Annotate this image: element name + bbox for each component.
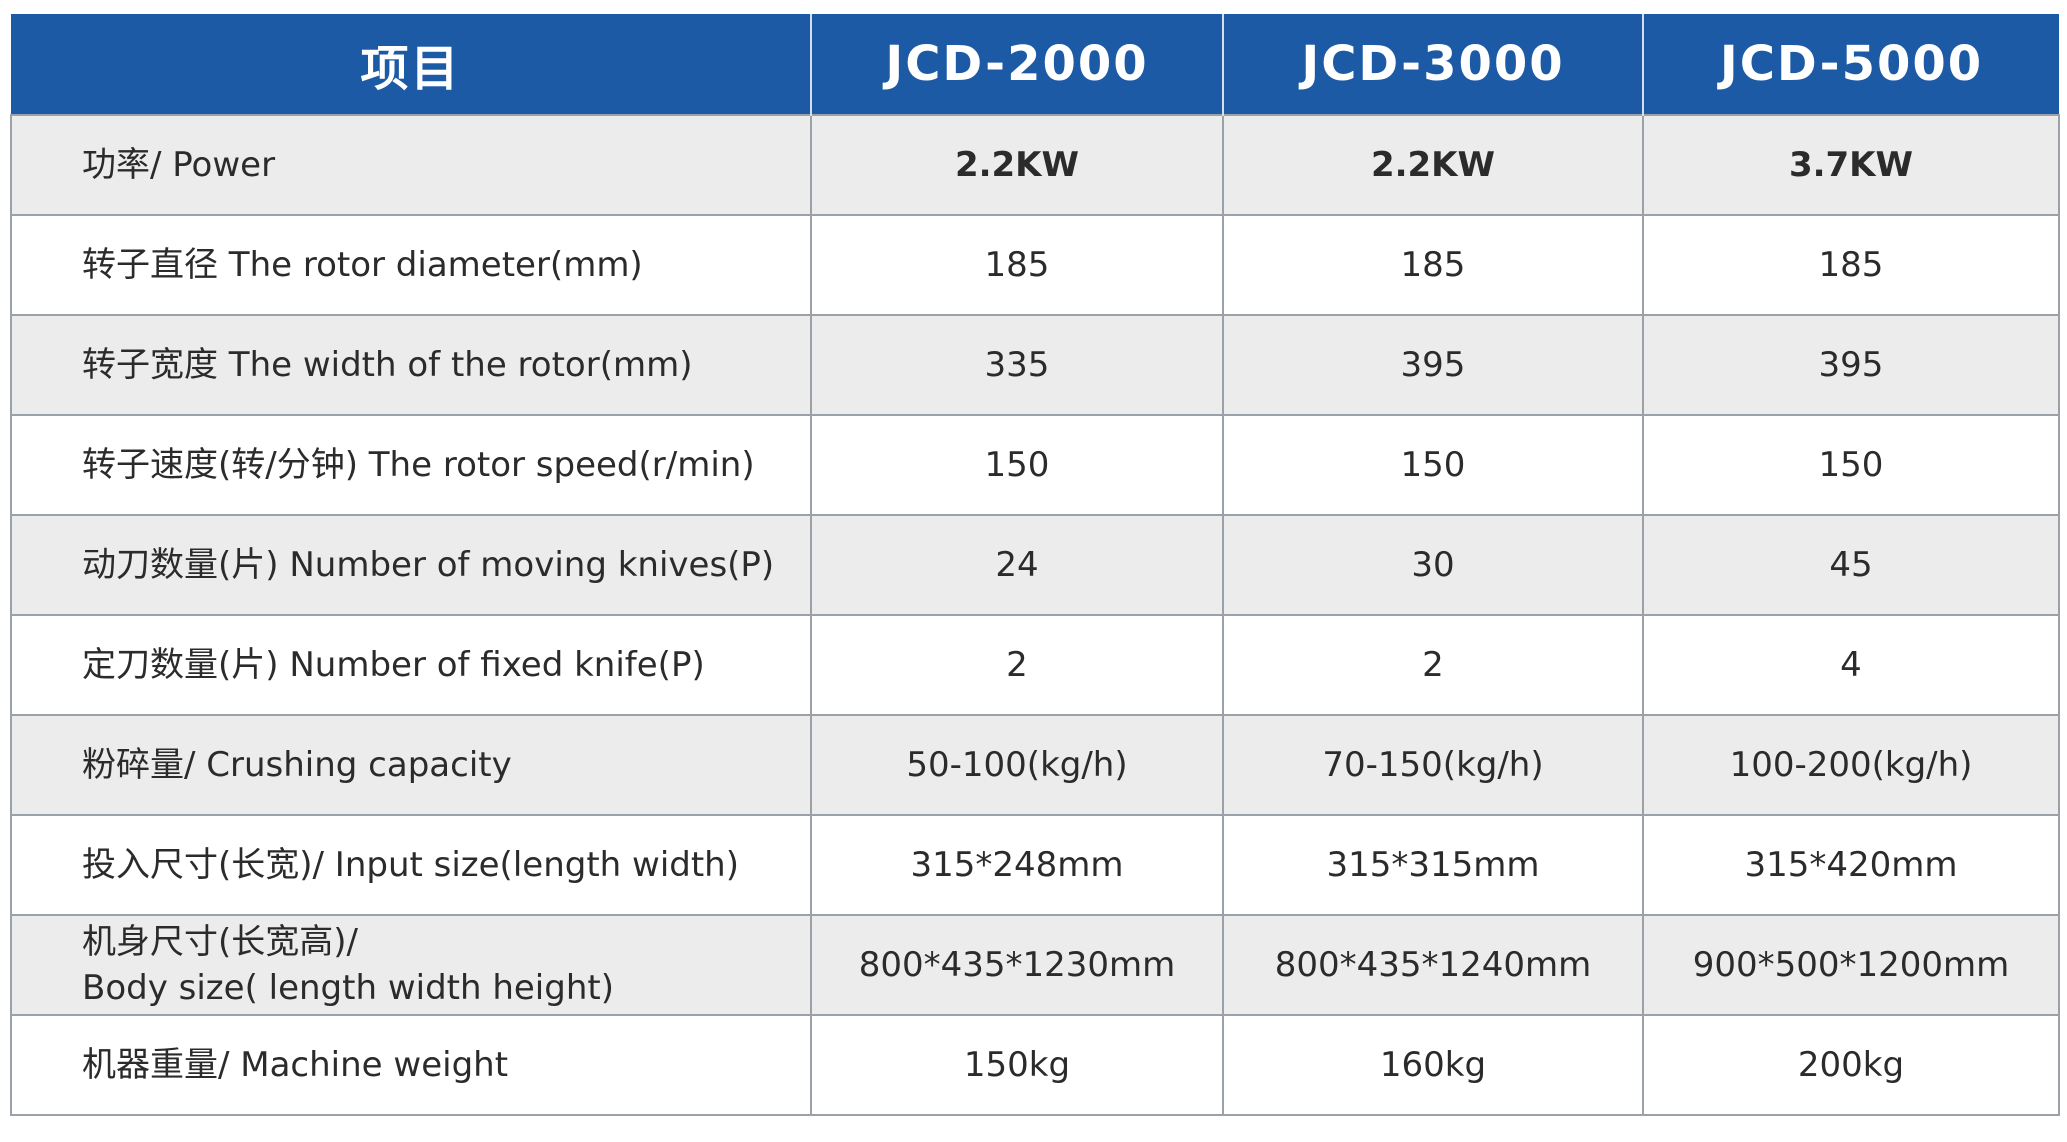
spec-value-cell: 30	[1222, 514, 1644, 616]
spec-value-cell: 335	[810, 314, 1224, 416]
spec-value-cell: 160kg	[1222, 1014, 1644, 1116]
spec-value-cell: 315*420mm	[1642, 814, 2060, 916]
spec-value-cell: 150	[1222, 414, 1644, 516]
table-row: 投入尺寸(长宽)/ Input size(length width) 315*24…	[10, 814, 2060, 916]
header-model-jcd2000: JCD-2000	[811, 14, 1224, 115]
header-item: 项目	[11, 14, 812, 115]
row-label: 粉碎量/ Crushing capacity	[82, 745, 512, 785]
header-model-jcd5000: JCD-5000	[1643, 14, 2059, 115]
table-row: 动刀数量(片) Number of moving knives(P) 24 30 45	[10, 514, 2060, 616]
spec-value-cell: 100-200(kg/h)	[1642, 714, 2060, 816]
row-label-cell: 转子直径 The rotor diameter(mm)	[10, 214, 812, 316]
row-label-cell: 机器重量/ Machine weight	[10, 1014, 812, 1116]
spec-value-cell: 3.7KW	[1642, 114, 2060, 216]
spec-value-cell: 185	[1642, 214, 2060, 316]
spec-value-cell: 2.2KW	[1222, 114, 1644, 216]
spec-value-cell: 2	[810, 614, 1224, 716]
spec-table: 项目 JCD-2000 JCD-3000 JCD-5000 功率/ Power 2…	[10, 14, 2060, 1116]
row-label: 投入尺寸(长宽)/ Input size(length width)	[82, 845, 739, 885]
spec-table-container: 项目 JCD-2000 JCD-3000 JCD-5000 功率/ Power 2…	[10, 14, 2060, 1116]
table-body: 功率/ Power 2.2KW 2.2KW 3.7KW 转子直径 The rotor d…	[10, 114, 2060, 1116]
row-label: 机器重量/ Machine weight	[82, 1045, 509, 1085]
spec-value-cell: 4	[1642, 614, 2060, 716]
table-row: 机身尺寸(长宽高)/ Body size( length width height…	[10, 914, 2060, 1016]
spec-value-cell: 150	[810, 414, 1224, 516]
row-label-cell: 动刀数量(片) Number of moving knives(P)	[10, 514, 812, 616]
spec-value-cell: 2	[1222, 614, 1644, 716]
spec-value-cell: 395	[1642, 314, 2060, 416]
table-row: 功率/ Power 2.2KW 2.2KW 3.7KW	[10, 114, 2060, 216]
spec-value-cell: 315*315mm	[1222, 814, 1644, 916]
row-label: 转子宽度 The width of the rotor(mm)	[82, 345, 693, 385]
header-model-jcd3000: JCD-3000	[1223, 14, 1644, 115]
spec-value-cell: 185	[1222, 214, 1644, 316]
spec-value-cell: 800*435*1240mm	[1222, 914, 1644, 1016]
table-row: 粉碎量/ Crushing capacity 50-100(kg/h) 70-150…	[10, 714, 2060, 816]
spec-value-cell: 70-150(kg/h)	[1222, 714, 1644, 816]
spec-value-cell: 50-100(kg/h)	[810, 714, 1224, 816]
row-label-line2: Body size( length width height)	[82, 968, 614, 1008]
row-label: 转子速度(转/分钟) The rotor speed(r/min)	[82, 445, 755, 485]
spec-value-cell: 150	[1642, 414, 2060, 516]
spec-value-cell: 185	[810, 214, 1224, 316]
row-label-cell: 定刀数量(片) Number of fixed knife(P)	[10, 614, 812, 716]
table-row: 转子直径 The rotor diameter(mm) 185 185 185	[10, 214, 2060, 316]
spec-value-cell: 315*248mm	[810, 814, 1224, 916]
row-label-cell: 投入尺寸(长宽)/ Input size(length width)	[10, 814, 812, 916]
row-label: 动刀数量(片) Number of moving knives(P)	[82, 545, 775, 585]
spec-value-cell: 200kg	[1642, 1014, 2060, 1116]
spec-value-cell: 24	[810, 514, 1224, 616]
table-row: 转子速度(转/分钟) The rotor speed(r/min) 150 150 1…	[10, 414, 2060, 516]
row-label-cell: 功率/ Power	[10, 114, 812, 216]
row-label-cell: 转子宽度 The width of the rotor(mm)	[10, 314, 812, 416]
table-row: 定刀数量(片) Number of fixed knife(P) 2 2 4	[10, 614, 2060, 716]
row-label: 转子直径 The rotor diameter(mm)	[82, 245, 643, 285]
row-label-cell: 机身尺寸(长宽高)/ Body size( length width height…	[10, 914, 812, 1016]
spec-value-cell: 395	[1222, 314, 1644, 416]
table-row: 转子宽度 The width of the rotor(mm) 335 395 395	[10, 314, 2060, 416]
spec-value-cell: 2.2KW	[810, 114, 1224, 216]
row-label: 机身尺寸(长宽高)/	[82, 922, 358, 962]
row-label-cell: 粉碎量/ Crushing capacity	[10, 714, 812, 816]
spec-value-cell: 900*500*1200mm	[1642, 914, 2060, 1016]
spec-value-cell: 800*435*1230mm	[810, 914, 1224, 1016]
spec-value-cell: 150kg	[810, 1014, 1224, 1116]
row-label: 功率/ Power	[82, 145, 276, 185]
table-header-row: 项目 JCD-2000 JCD-3000 JCD-5000	[11, 14, 2059, 115]
row-label-cell: 转子速度(转/分钟) The rotor speed(r/min)	[10, 414, 812, 516]
row-label: 定刀数量(片) Number of fixed knife(P)	[82, 645, 705, 685]
spec-value-cell: 45	[1642, 514, 2060, 616]
table-row: 机器重量/ Machine weight 150kg 160kg 200kg	[10, 1014, 2060, 1116]
